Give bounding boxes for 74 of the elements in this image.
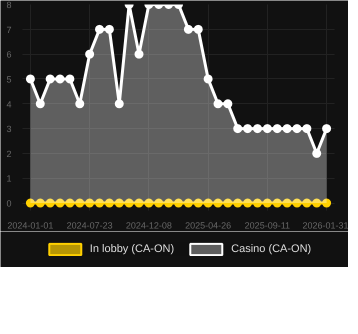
x-tick-label: 2025-04-26 bbox=[185, 220, 232, 230]
y-tick-label: 4 bbox=[6, 99, 12, 110]
point bbox=[134, 198, 144, 208]
point bbox=[312, 198, 322, 208]
point bbox=[85, 198, 94, 208]
point bbox=[104, 24, 114, 34]
y-tick-label: 0 bbox=[6, 198, 12, 209]
point bbox=[204, 74, 213, 84]
point bbox=[36, 99, 45, 108]
point bbox=[322, 124, 332, 134]
point bbox=[184, 198, 193, 208]
point bbox=[134, 50, 144, 59]
point bbox=[95, 198, 104, 208]
point bbox=[114, 198, 124, 208]
point bbox=[124, 198, 134, 208]
point bbox=[144, 198, 154, 208]
point bbox=[302, 124, 312, 134]
point bbox=[56, 198, 65, 208]
y-tick-label: 2 bbox=[6, 148, 12, 159]
x-tick-label: 2024-07-23 bbox=[66, 220, 113, 230]
point bbox=[184, 24, 193, 34]
point bbox=[65, 198, 74, 208]
legend-label: In lobby (CA-ON) bbox=[90, 243, 174, 255]
point bbox=[75, 198, 84, 208]
point bbox=[312, 148, 322, 158]
point bbox=[46, 198, 55, 208]
point bbox=[114, 99, 124, 108]
point bbox=[85, 50, 94, 59]
point bbox=[262, 124, 272, 134]
point bbox=[154, 198, 164, 208]
point bbox=[243, 198, 252, 208]
legend-label: Casino (CA-ON) bbox=[231, 243, 312, 255]
point bbox=[174, 198, 183, 208]
point bbox=[75, 99, 84, 108]
point bbox=[194, 24, 203, 34]
point bbox=[233, 198, 242, 208]
point bbox=[262, 198, 272, 208]
y-tick-label: 3 bbox=[6, 124, 12, 134]
y-tick-label: 1 bbox=[6, 174, 12, 184]
point bbox=[26, 198, 35, 208]
y-tick-label: 5 bbox=[6, 74, 12, 84]
point bbox=[65, 74, 74, 84]
point bbox=[164, 198, 174, 208]
point bbox=[56, 74, 65, 84]
y-tick-label: 6 bbox=[6, 50, 12, 60]
point bbox=[302, 198, 312, 208]
point bbox=[233, 124, 242, 134]
point bbox=[252, 124, 262, 134]
point bbox=[292, 198, 302, 208]
y-tick-label: 7 bbox=[6, 24, 12, 35]
point bbox=[272, 198, 282, 208]
x-tick-label: 2025-09-11 bbox=[244, 220, 290, 230]
point bbox=[104, 198, 114, 208]
point bbox=[213, 99, 222, 108]
point bbox=[194, 198, 203, 208]
point bbox=[272, 124, 282, 134]
point bbox=[46, 74, 55, 84]
x-tick-label: 2024-01-01 bbox=[7, 220, 54, 230]
point bbox=[26, 74, 35, 84]
x-tick-label: 2024-12-08 bbox=[126, 220, 172, 230]
x-tick-label: 2026-01-31 bbox=[302, 220, 349, 230]
point bbox=[36, 198, 45, 208]
point bbox=[282, 198, 292, 208]
point bbox=[322, 198, 332, 208]
point bbox=[243, 124, 252, 134]
y-tick-label: 8 bbox=[6, 0, 12, 10]
point bbox=[292, 124, 302, 134]
point bbox=[223, 99, 232, 108]
point bbox=[223, 198, 232, 208]
point bbox=[95, 24, 104, 34]
point bbox=[204, 198, 213, 208]
point bbox=[252, 198, 262, 208]
point bbox=[282, 124, 292, 134]
point bbox=[213, 198, 222, 208]
